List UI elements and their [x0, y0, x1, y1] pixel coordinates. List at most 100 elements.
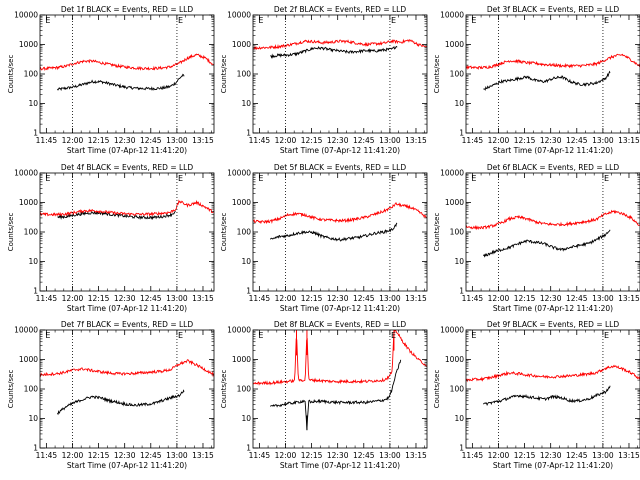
- x-tick-label: 13:00: [592, 451, 614, 460]
- y-axis-label: Counts/sec: [433, 370, 441, 409]
- y-tick-label: 10: [454, 414, 464, 423]
- y-tick-label: 10000: [440, 326, 464, 335]
- y-tick-label: 10000: [14, 326, 38, 335]
- y-tick-label: 1000: [19, 355, 38, 364]
- y-tick-label: 10: [454, 257, 464, 266]
- x-tick-label: 12:00: [488, 451, 510, 460]
- x-axis-label: Start Time (07-Apr-12 11:41:20): [493, 304, 613, 313]
- x-axis-label: Start Time (07-Apr-12 11:41:20): [67, 304, 187, 313]
- series-line-lld: [466, 53, 640, 70]
- y-tick-label: 100: [237, 70, 252, 79]
- x-tick-label: 12:15: [88, 136, 110, 145]
- event-marker-label: E: [471, 331, 476, 340]
- y-axis-label: Counts/sec: [433, 55, 441, 94]
- panel-title: Det 1f BLACK = Events, RED = LLD: [61, 5, 194, 14]
- x-tick-label: 12:15: [301, 136, 323, 145]
- series-line-events: [270, 359, 402, 431]
- series-line-events: [57, 389, 185, 416]
- x-tick-label: 12:00: [62, 136, 84, 145]
- y-tick-label: 1: [246, 444, 251, 453]
- x-tick-label: 12:45: [566, 294, 588, 303]
- panel-5: Det 5f BLACK = Events, RED = LLD 1 10 100 10…: [220, 163, 428, 313]
- x-tick-label: 12:00: [488, 294, 510, 303]
- panel-title: Det 5f BLACK = Events, RED = LLD: [274, 163, 407, 172]
- x-tick-label: 11:45: [36, 136, 58, 145]
- panel-9: Det 9f BLACK = Events, RED = LLD 1 10 100 10…: [433, 320, 640, 470]
- x-tick-label: 12:00: [275, 294, 297, 303]
- x-tick-label: 12:30: [540, 294, 562, 303]
- series-line-events: [483, 229, 611, 258]
- y-tick-label: 100: [237, 385, 252, 394]
- x-tick-label: 12:15: [88, 294, 110, 303]
- panel-title: Det 2f BLACK = Events, RED = LLD: [274, 5, 407, 14]
- y-tick-label: 1000: [19, 198, 38, 207]
- x-tick-label: 12:30: [327, 294, 349, 303]
- y-tick-label: 10: [28, 99, 38, 108]
- y-tick-label: 10000: [14, 11, 38, 20]
- x-tick-label: 13:00: [166, 294, 188, 303]
- x-tick-label: 11:45: [249, 294, 271, 303]
- series-line-lld: [253, 202, 427, 225]
- x-axis-label: Start Time (07-Apr-12 11:41:20): [280, 461, 400, 470]
- event-marker-label: E: [178, 16, 183, 25]
- event-marker-label: E: [45, 331, 50, 340]
- y-tick-label: 10000: [14, 169, 38, 178]
- x-tick-label: 12:00: [275, 451, 297, 460]
- x-axis-label: Start Time (07-Apr-12 11:41:20): [280, 304, 400, 313]
- series-line-events: [57, 210, 176, 221]
- event-marker-label: E: [471, 174, 476, 183]
- y-tick-label: 1000: [445, 198, 464, 207]
- x-tick-label: 12:45: [566, 451, 588, 460]
- series-line-lld: [466, 364, 640, 383]
- panel-title: Det 4f BLACK = Events, RED = LLD: [61, 163, 194, 172]
- y-tick-label: 1000: [19, 40, 38, 49]
- x-tick-label: 12:00: [275, 136, 297, 145]
- y-tick-label: 10000: [227, 11, 251, 20]
- y-axis-label: Counts/sec: [7, 370, 15, 409]
- x-tick-label: 12:15: [514, 136, 536, 145]
- x-tick-label: 12:45: [353, 294, 375, 303]
- y-axis-label: Counts/sec: [7, 55, 15, 94]
- series-line-lld: [40, 359, 214, 378]
- x-tick-label: 13:00: [166, 451, 188, 460]
- event-marker-label: E: [178, 331, 183, 340]
- panel-1: Det 1f BLACK = Events, RED = LLD 1 10 100 10…: [7, 5, 215, 155]
- event-marker-label: E: [258, 174, 263, 183]
- y-tick-label: 100: [450, 228, 465, 237]
- y-axis-label: Counts/sec: [220, 370, 228, 409]
- x-tick-label: 13:15: [405, 294, 427, 303]
- x-tick-label: 11:45: [36, 294, 58, 303]
- x-tick-label: 12:45: [353, 136, 375, 145]
- x-tick-label: 12:30: [327, 451, 349, 460]
- x-tick-label: 11:45: [249, 136, 271, 145]
- x-tick-label: 12:45: [140, 136, 162, 145]
- series-line-lld: [40, 199, 214, 217]
- event-marker-label: E: [471, 16, 476, 25]
- x-tick-label: 13:00: [379, 136, 401, 145]
- y-tick-label: 100: [24, 70, 39, 79]
- y-tick-label: 100: [237, 228, 252, 237]
- x-tick-label: 12:15: [301, 294, 323, 303]
- panel-title: Det 9f BLACK = Events, RED = LLD: [487, 320, 620, 329]
- y-tick-label: 10: [241, 414, 251, 423]
- x-tick-label: 13:00: [379, 294, 401, 303]
- x-axis-label: Start Time (07-Apr-12 11:41:20): [493, 461, 613, 470]
- y-tick-label: 1: [459, 129, 464, 138]
- panel-title: Det 6f BLACK = Events, RED = LLD: [487, 163, 620, 172]
- x-tick-label: 11:45: [36, 451, 58, 460]
- series-line-events: [483, 385, 611, 407]
- series-line-lld: [40, 53, 214, 71]
- x-tick-label: 12:30: [540, 451, 562, 460]
- panel-3: Det 3f BLACK = Events, RED = LLD 1 10 100 10…: [433, 5, 640, 155]
- series-line-events: [270, 222, 398, 242]
- x-tick-label: 12:30: [114, 294, 136, 303]
- x-tick-label: 12:45: [140, 451, 162, 460]
- panel-title: Det 3f BLACK = Events, RED = LLD: [487, 5, 620, 14]
- x-tick-label: 12:15: [88, 451, 110, 460]
- x-axis-label: Start Time (07-Apr-12 11:41:20): [67, 146, 187, 155]
- x-tick-label: 13:15: [192, 294, 214, 303]
- event-marker-label: E: [178, 174, 183, 183]
- event-marker-label: E: [258, 16, 263, 25]
- y-tick-label: 1: [246, 287, 251, 296]
- y-tick-label: 100: [450, 70, 465, 79]
